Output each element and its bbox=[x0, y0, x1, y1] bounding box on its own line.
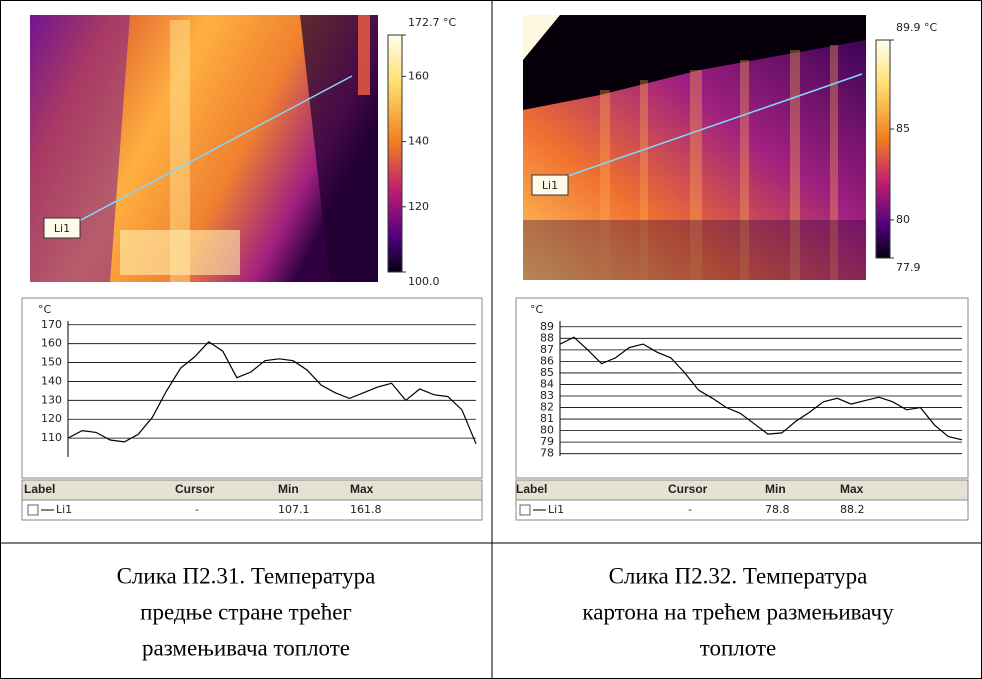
caption-line: картона на трећем размењивачу bbox=[582, 599, 894, 624]
y-tick-label: 140 bbox=[41, 374, 62, 387]
y-axis-label: °C bbox=[38, 303, 52, 316]
colorbar-label: 172.7 °C bbox=[408, 16, 456, 29]
y-tick-label: 79 bbox=[540, 435, 554, 448]
y-tick-label: 84 bbox=[540, 377, 554, 390]
thermal-image bbox=[523, 15, 866, 280]
chart-frame bbox=[21, 297, 483, 479]
line-label: Li1 bbox=[542, 179, 558, 192]
y-tick-label: 110 bbox=[41, 431, 62, 444]
y-axis-label: °C bbox=[530, 303, 544, 316]
min-value: 78.8 bbox=[765, 503, 790, 516]
y-tick-label: 150 bbox=[41, 356, 62, 369]
data-line bbox=[67, 341, 477, 445]
line-label: Li1 bbox=[54, 222, 70, 235]
table-column: Label bbox=[516, 482, 547, 496]
y-tick-label: 80 bbox=[540, 424, 554, 437]
colorbar-label: 89.9 °C bbox=[896, 21, 937, 34]
line-label-box bbox=[43, 217, 81, 239]
y-tick-label: 78 bbox=[540, 447, 554, 460]
y-tick-label: 170 bbox=[41, 318, 62, 331]
table-column: Max bbox=[840, 482, 864, 496]
caption-line: размењивача топлоте bbox=[142, 635, 350, 660]
caption-line: Слика П2.32. Температура bbox=[609, 563, 868, 588]
line-label-box bbox=[531, 174, 569, 196]
colorbar-label: 160 bbox=[408, 69, 429, 82]
y-tick-label: 160 bbox=[41, 337, 62, 350]
profile-line bbox=[532, 73, 863, 189]
colorbar-label: 120 bbox=[408, 200, 429, 213]
y-tick-label: 88 bbox=[540, 331, 554, 344]
table-column: Min bbox=[278, 482, 299, 496]
colorbar-label: 85 bbox=[896, 122, 910, 135]
colorbar-label: 77.9 bbox=[896, 261, 921, 274]
max-value: 161.8 bbox=[350, 503, 382, 516]
y-tick-label: 81 bbox=[540, 412, 554, 425]
table-row bbox=[515, 499, 969, 521]
legend-name: Li1 bbox=[56, 503, 72, 516]
chart-frame bbox=[515, 297, 969, 479]
table-column: Cursor bbox=[175, 482, 215, 496]
colorbar-label: 100.0 bbox=[408, 275, 440, 288]
caption-line: предње стране трећег bbox=[140, 599, 352, 624]
y-tick-label: 87 bbox=[540, 343, 554, 356]
legend-checkbox bbox=[27, 504, 39, 516]
y-tick-label: 83 bbox=[540, 389, 554, 402]
table-header bbox=[21, 479, 483, 501]
max-value: 88.2 bbox=[840, 503, 865, 516]
min-value: 107.1 bbox=[278, 503, 310, 516]
table-column: Min bbox=[765, 482, 786, 496]
caption-line: топлоте bbox=[700, 635, 777, 660]
y-tick-label: 130 bbox=[41, 393, 62, 406]
colorbar bbox=[875, 39, 891, 259]
cursor-value: - bbox=[195, 503, 199, 516]
cursor-value: - bbox=[688, 503, 692, 516]
table-row bbox=[21, 499, 483, 521]
table-column: Cursor bbox=[668, 482, 708, 496]
caption-line: Слика П2.31. Температура bbox=[117, 563, 376, 588]
colorbar-label: 80 bbox=[896, 213, 910, 226]
thermal-image bbox=[30, 15, 378, 282]
table-column: Label bbox=[24, 482, 55, 496]
colorbar bbox=[387, 34, 403, 273]
profile-line bbox=[46, 75, 353, 239]
legend-checkbox bbox=[519, 504, 531, 516]
colorbar-label: 140 bbox=[408, 135, 429, 148]
y-tick-label: 89 bbox=[540, 320, 554, 333]
table-column: Max bbox=[350, 482, 374, 496]
y-tick-label: 85 bbox=[540, 366, 554, 379]
y-tick-label: 86 bbox=[540, 354, 554, 367]
y-tick-label: 82 bbox=[540, 401, 554, 414]
data-line bbox=[559, 336, 963, 441]
table-header bbox=[515, 479, 969, 501]
y-tick-label: 120 bbox=[41, 412, 62, 425]
legend-name: Li1 bbox=[548, 503, 564, 516]
